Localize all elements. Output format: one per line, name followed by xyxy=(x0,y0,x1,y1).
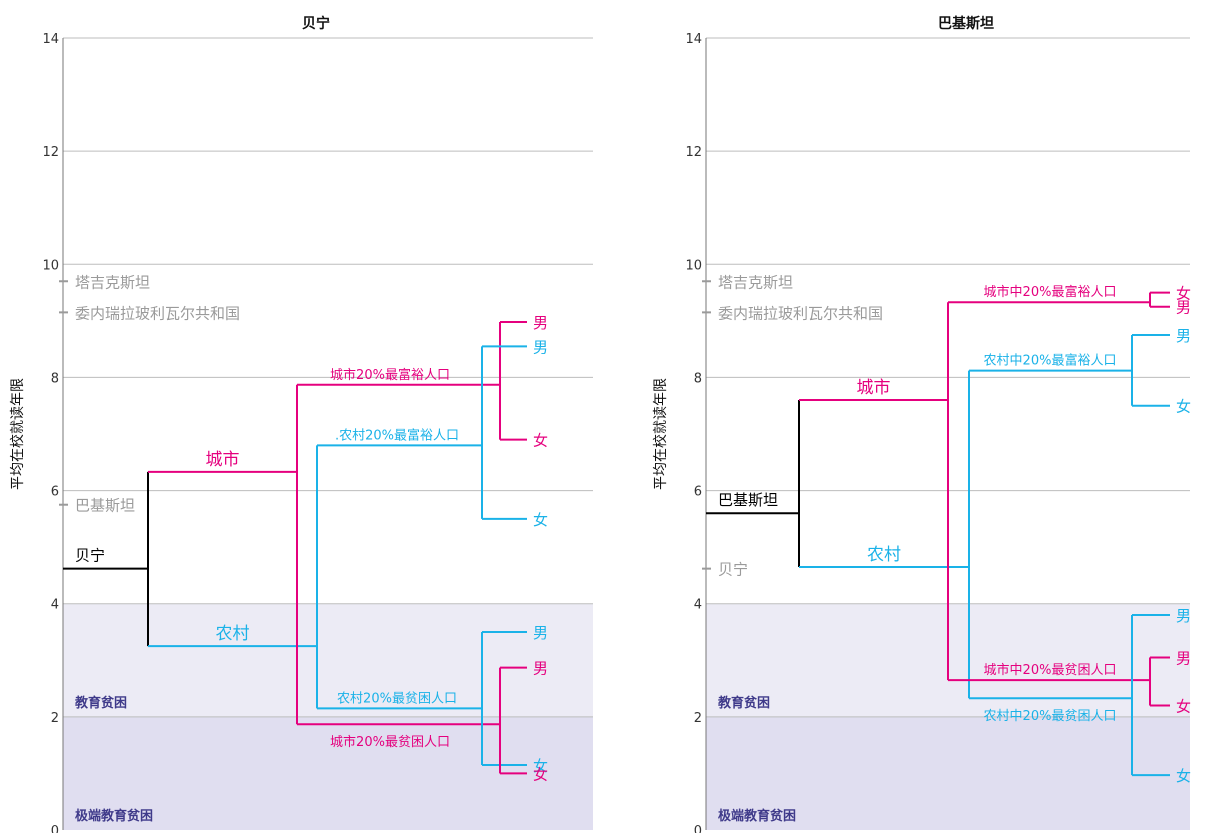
level2-label: 农村中20%最贫困人口 xyxy=(984,708,1117,724)
level1-label: 城市 xyxy=(206,450,240,470)
level1-label: 农村 xyxy=(867,545,901,565)
reference-label: 贝宁 xyxy=(718,561,748,579)
level3-label: 男 xyxy=(533,338,548,356)
level3-label: 女 xyxy=(1176,698,1191,716)
reference-label: 巴基斯坦 xyxy=(75,497,135,515)
band-1 xyxy=(706,716,1190,830)
y-tick-label: 0 xyxy=(51,824,59,833)
y-tick-label: 0 xyxy=(694,824,702,833)
y-tick-label: 10 xyxy=(42,258,59,273)
band-label: 教育贫困 xyxy=(717,695,770,711)
y-tick-label: 4 xyxy=(51,598,59,613)
band-label: 教育贫困 xyxy=(74,695,127,711)
level3-label: 男 xyxy=(1176,327,1191,345)
root-label: 贝宁 xyxy=(75,547,105,565)
level3-label: 女 xyxy=(1176,398,1191,416)
level2-label: 城市20%最富裕人口 xyxy=(330,367,450,383)
y-tick-label: 10 xyxy=(685,258,702,273)
reference-label: 塔吉克斯坦 xyxy=(75,273,150,291)
level2-label: 城市中20%最富裕人口 xyxy=(984,284,1117,300)
level3-label: 男 xyxy=(1176,299,1191,317)
level2-label: 城市20%最贫困人口 xyxy=(330,734,450,750)
level3-label: 男 xyxy=(1176,607,1191,625)
level3-label: 女 xyxy=(533,757,548,775)
level3-label: 女 xyxy=(533,765,548,783)
level3-label: 女 xyxy=(533,511,548,529)
level3-label: 男 xyxy=(533,660,548,678)
level3-label: 女 xyxy=(533,432,548,450)
y-axis-label: 平均在校就读年限 xyxy=(9,378,26,490)
level3-label: 男 xyxy=(1176,649,1191,667)
chart-title: 贝宁 xyxy=(302,15,330,32)
level3-label: 女 xyxy=(1176,285,1191,303)
band-0 xyxy=(63,603,593,717)
reference-label: 塔吉克斯坦 xyxy=(718,273,793,291)
level2-label: 农村中20%最富裕人口 xyxy=(984,353,1117,369)
chart-title: 巴基斯坦 xyxy=(938,15,994,32)
reference-label: 委内瑞拉玻利瓦尔共和国 xyxy=(75,304,240,322)
y-tick-label: 14 xyxy=(685,32,702,47)
y-axis-label: 平均在校就读年限 xyxy=(652,378,669,490)
y-tick-label: 2 xyxy=(694,711,702,726)
level1-label: 农村 xyxy=(216,624,250,644)
level3-label: 男 xyxy=(533,624,548,642)
band-label: 极端教育贫困 xyxy=(75,808,153,824)
level1-label: 城市 xyxy=(857,378,891,398)
level2-label: .农村20%最富裕人口 xyxy=(335,427,459,443)
y-tick-label: 6 xyxy=(694,485,702,500)
y-tick-label: 12 xyxy=(42,145,59,160)
level2-label: 城市中20%最贫困人口 xyxy=(984,662,1117,678)
band-label: 极端教育贫困 xyxy=(718,808,796,824)
y-tick-label: 8 xyxy=(694,371,702,386)
level3-label: 男 xyxy=(533,314,548,332)
level3-label: 女 xyxy=(1176,767,1191,785)
root-label: 巴基斯坦 xyxy=(718,491,778,509)
reference-label: 委内瑞拉玻利瓦尔共和国 xyxy=(718,304,883,322)
y-tick-label: 2 xyxy=(51,711,59,726)
y-tick-label: 14 xyxy=(42,32,59,47)
level2-label: 农村20%最贫困人口 xyxy=(337,690,457,706)
y-tick-label: 8 xyxy=(51,371,59,386)
y-tick-label: 4 xyxy=(694,598,702,613)
y-tick-label: 6 xyxy=(51,485,59,500)
y-tick-label: 12 xyxy=(685,145,702,160)
